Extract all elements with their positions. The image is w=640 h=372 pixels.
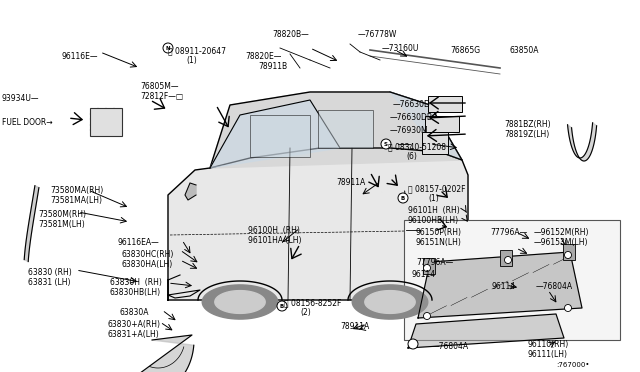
Text: 63850A: 63850A	[510, 46, 540, 55]
Bar	[563, 244, 575, 260]
Bar	[423, 258, 435, 274]
Text: 77796A—: 77796A—	[490, 228, 527, 237]
Text: 76865G: 76865G	[450, 46, 480, 55]
Circle shape	[424, 264, 431, 272]
Text: 96116EA—: 96116EA—	[118, 238, 160, 247]
Text: 63830A: 63830A	[120, 308, 150, 317]
Text: 96110(RH): 96110(RH)	[528, 340, 569, 349]
Text: 78911A: 78911A	[336, 178, 365, 187]
Text: 96101HA (LH): 96101HA (LH)	[248, 236, 301, 245]
Text: —76804A: —76804A	[536, 282, 573, 291]
Bar	[90, 108, 122, 136]
Text: FUEL DOOR→: FUEL DOOR→	[2, 118, 52, 127]
Text: —76630DB: —76630DB	[390, 113, 433, 122]
Text: 78820E—: 78820E—	[245, 52, 282, 61]
Text: 78819Z(LH): 78819Z(LH)	[504, 130, 549, 139]
Text: (2): (2)	[300, 308, 311, 317]
Text: —73160U: —73160U	[382, 44, 419, 53]
Text: —76778W: —76778W	[358, 30, 397, 39]
Polygon shape	[202, 285, 278, 319]
Text: :767000•: :767000•	[556, 362, 589, 368]
Text: 96114: 96114	[492, 282, 516, 291]
Text: 78911B: 78911B	[258, 62, 287, 71]
Text: 93934U—: 93934U—	[2, 94, 40, 103]
Text: —76804A: —76804A	[432, 342, 469, 351]
Text: 73580M(RH): 73580M(RH)	[38, 210, 86, 219]
Circle shape	[277, 301, 287, 311]
Text: 77796A—: 77796A—	[416, 258, 453, 267]
Polygon shape	[127, 335, 194, 372]
Text: 72812F—□: 72812F—□	[140, 92, 183, 101]
Text: B: B	[280, 304, 284, 308]
Bar	[500, 250, 512, 266]
Circle shape	[504, 257, 511, 263]
Text: 63830HB(LH): 63830HB(LH)	[110, 288, 161, 297]
Polygon shape	[418, 252, 582, 318]
Text: Ⓑ 08157-0202F: Ⓑ 08157-0202F	[408, 184, 465, 193]
Text: 96100HB(LH): 96100HB(LH)	[408, 216, 459, 225]
Text: 63831+A(LH): 63831+A(LH)	[108, 330, 160, 339]
Text: Ⓑ 08156-8252F: Ⓑ 08156-8252F	[284, 298, 341, 307]
Text: 63830HA(LH): 63830HA(LH)	[122, 260, 173, 269]
Text: S: S	[384, 141, 388, 147]
Text: 63831 (LH): 63831 (LH)	[28, 278, 70, 287]
Text: 73581M(LH): 73581M(LH)	[38, 220, 84, 229]
Polygon shape	[568, 123, 596, 161]
Text: B: B	[401, 196, 405, 201]
Text: —96153M(LH): —96153M(LH)	[534, 238, 589, 247]
Polygon shape	[365, 291, 415, 313]
Text: 73581MA(LH): 73581MA(LH)	[50, 196, 102, 205]
Bar	[318, 110, 373, 148]
Bar	[425, 116, 459, 132]
Text: 96114: 96114	[412, 270, 436, 279]
Polygon shape	[408, 314, 564, 348]
Text: Ⓢ 08340-51208: Ⓢ 08340-51208	[388, 142, 446, 151]
Text: 7881BZ(RH): 7881BZ(RH)	[504, 120, 550, 129]
Bar	[250, 115, 310, 157]
Text: 96116E—: 96116E—	[62, 52, 99, 61]
Circle shape	[408, 339, 418, 349]
Text: 63830H  (RH): 63830H (RH)	[110, 278, 162, 287]
Text: 63830HC(RH): 63830HC(RH)	[122, 250, 174, 259]
Bar	[404, 220, 620, 340]
Text: N: N	[166, 45, 170, 51]
Text: 63830+A(RH): 63830+A(RH)	[108, 320, 161, 329]
Circle shape	[564, 251, 572, 259]
Polygon shape	[210, 92, 462, 168]
Polygon shape	[215, 291, 265, 313]
Text: 78911A: 78911A	[340, 322, 369, 331]
Circle shape	[381, 139, 391, 149]
Bar	[422, 132, 448, 154]
Text: 78820B—: 78820B—	[272, 30, 308, 39]
Circle shape	[398, 193, 408, 203]
Text: —96152M(RH): —96152M(RH)	[534, 228, 589, 237]
Text: 76805M—: 76805M—	[140, 82, 179, 91]
Text: 73580MA(RH): 73580MA(RH)	[50, 186, 103, 195]
Text: (1): (1)	[186, 56, 196, 65]
Text: 96100H  (RH): 96100H (RH)	[248, 226, 300, 235]
Text: 96151N(LH): 96151N(LH)	[416, 238, 462, 247]
Polygon shape	[185, 183, 196, 200]
Text: (1): (1)	[428, 194, 439, 203]
Text: —76630D: —76630D	[393, 100, 431, 109]
Polygon shape	[168, 148, 468, 300]
Circle shape	[564, 305, 572, 311]
Text: 63830 (RH): 63830 (RH)	[28, 268, 72, 277]
Circle shape	[424, 312, 431, 320]
Polygon shape	[352, 285, 428, 319]
Text: (6): (6)	[406, 152, 417, 161]
Polygon shape	[390, 92, 462, 160]
Bar	[428, 96, 462, 112]
Text: ⓝ 08911-20647: ⓝ 08911-20647	[168, 46, 226, 55]
Text: 96101H  (RH): 96101H (RH)	[408, 206, 460, 215]
Polygon shape	[24, 186, 39, 262]
Text: —76930M: —76930M	[390, 126, 429, 135]
Polygon shape	[210, 100, 340, 168]
Text: 96150P(RH): 96150P(RH)	[416, 228, 462, 237]
Circle shape	[163, 43, 173, 53]
Text: 96111(LH): 96111(LH)	[528, 350, 568, 359]
